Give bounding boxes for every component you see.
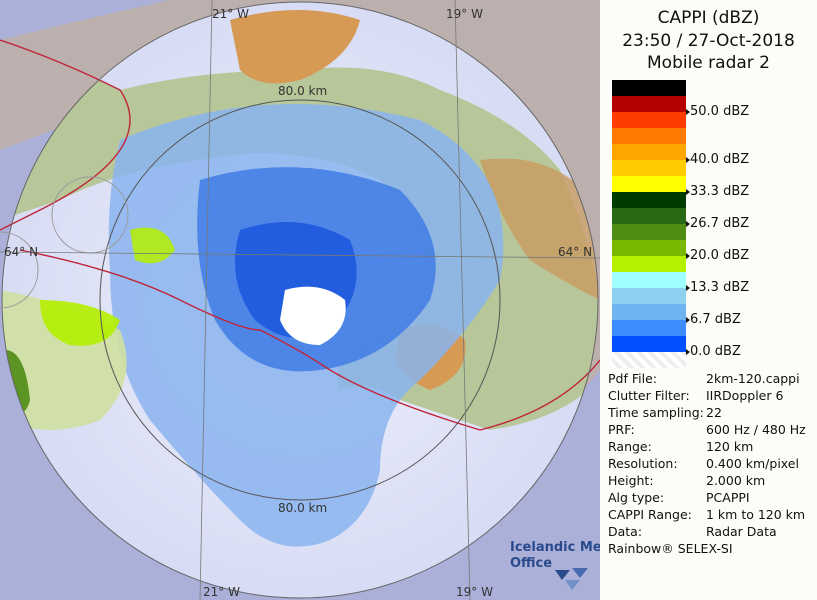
legend-tick [686,253,690,259]
metadata-key: CAPPI Range: [608,507,692,522]
legend-tick [686,285,690,291]
metadata-key: Time sampling: [608,405,704,420]
legend-label: 26.7 dBZ [690,216,750,231]
legend-tick [686,189,690,195]
legend-swatch [612,304,686,320]
metadata-key: Alg type: [608,490,665,505]
metadata-key: Data: [608,524,643,539]
legend-swatch [612,352,686,368]
metadata-value: IIRDoppler 6 [706,388,784,403]
legend-swatch [612,336,686,352]
label-range-bottom: 80.0 km [278,501,327,515]
range-ring-80km [99,99,501,501]
legend-label: 33.3 dBZ [690,184,750,199]
legend-label: 50.0 dBZ [690,104,750,119]
longitude-line-19w [454,0,471,600]
coastline-south [19,249,600,431]
secondary-radar-ring-west [0,231,39,309]
logo-mark-icon [555,568,588,590]
footer-credit: Rainbow® SELEX-SI [608,541,733,556]
legend-tick [686,349,690,355]
metadata-value: PCAPPI [706,490,750,505]
range-ring-outer [1,1,599,599]
legend-swatch [612,128,686,144]
legend-swatch [612,144,686,160]
legend-swatch [612,208,686,224]
legend-swatch [612,240,686,256]
highlands-east [480,158,598,300]
legend-swatch [612,192,686,208]
label-lat-right: 64° N [558,245,592,259]
legend-tick [686,109,690,115]
legend-tick [686,157,690,163]
latitude-line-64n [0,251,600,259]
label-lon-top-right: 19° W [446,7,483,21]
label-lon-top-left: 21° W [212,7,249,21]
metadata-value: 0.400 km/pixel [706,456,799,471]
info-panel: CAPPI (dBZ) 23:50 / 27-Oct-2018 Mobile r… [600,0,817,600]
metadata-value: 1 km to 120 km [706,507,806,522]
metadata-key: Pdf File: [608,371,657,386]
legend-label: 0.0 dBZ [690,344,741,359]
legend-swatch [612,160,686,176]
metadata-value: 2km-120.cappi [706,371,800,386]
legend-swatch [612,112,686,128]
legend-swatch [612,288,686,304]
label-range-top: 80.0 km [278,84,327,98]
label-lon-bottom-left: 21° W [203,585,240,599]
radar-map: 21° W 19° W 21° W 19° W 64° N 64° N 80.0… [0,0,600,600]
label-lon-bottom-right: 19° W [456,585,493,599]
legend-swatch [612,256,686,272]
coastline-west [0,39,131,231]
glacier-north [230,10,360,84]
metadata-value: 22 [706,405,722,420]
legend-label: 6.7 dBZ [690,312,741,327]
legend-tick [686,221,690,227]
radar-map-canvas: 21° W 19° W 21° W 19° W 64° N 64° N 80.0… [0,0,600,600]
timestamp: 23:50 / 27-Oct-2018 [622,31,795,51]
metadata-value: 2.000 km [706,473,766,488]
metadata-value: 600 Hz / 480 Hz [706,422,806,437]
legend-label: 40.0 dBZ [690,152,750,167]
metadata-key: Resolution: [608,456,678,471]
longitude-line-21w [199,0,213,600]
metadata-key: PRF: [608,422,635,437]
product-title: CAPPI (dBZ) [657,8,760,28]
metadata-value: 120 km [706,439,754,454]
label-lat-left: 64° N [4,245,38,259]
metadata-key: Height: [608,473,654,488]
legend-tick [686,317,690,323]
metadata-value: Radar Data [706,524,777,539]
legend-swatch [612,272,686,288]
metadata-key: Clutter Filter: [608,388,690,403]
echo-northwest-cell [130,227,175,264]
echo-clear-center [280,286,346,345]
legend-label: 20.0 dBZ [690,248,750,263]
legend-swatch [612,224,686,240]
legend-swatch [612,80,686,96]
logo-text-line1: Icelandic Met [510,540,600,555]
legend-swatch [612,176,686,192]
metadata-key: Range: [608,439,652,454]
radar-name: Mobile radar 2 [647,53,770,73]
legend-swatch [612,320,686,336]
legend-label: 13.3 dBZ [690,280,750,295]
legend-swatch [612,96,686,112]
logo-text-line2: Office [510,556,552,571]
